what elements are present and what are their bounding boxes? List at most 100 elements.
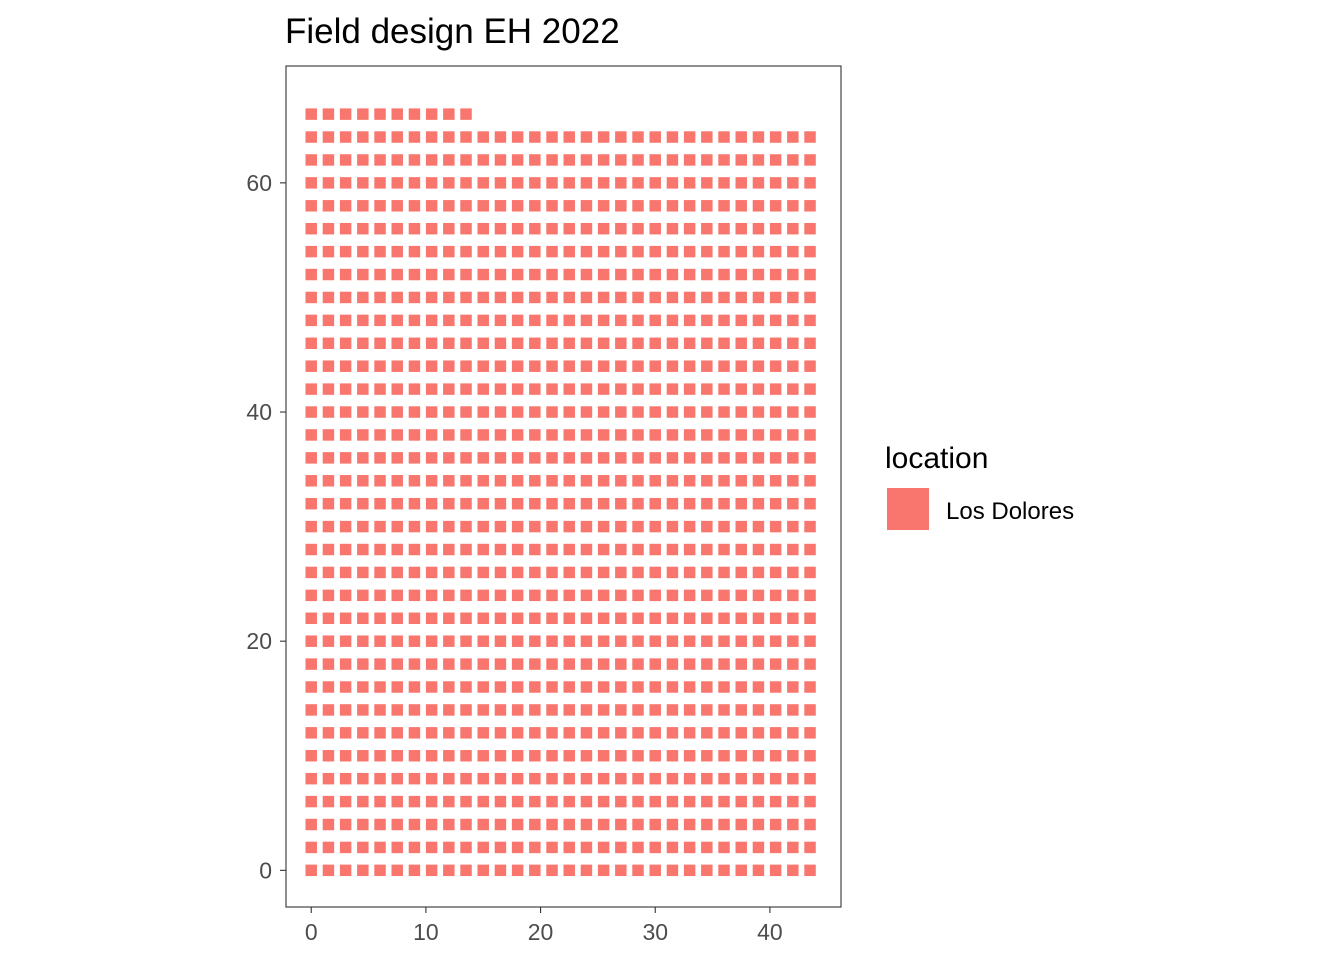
plot-cell (787, 612, 799, 624)
plot-cell (443, 200, 455, 212)
plot-cell (649, 795, 661, 808)
plot-cell (477, 360, 489, 372)
plot-cell (546, 222, 558, 235)
plot-cell (787, 818, 799, 831)
plot-cell (494, 635, 507, 647)
plot-cell (443, 704, 455, 716)
plot-cell (425, 108, 438, 120)
plot-cell (563, 772, 575, 785)
plot-cell (391, 635, 403, 647)
plot-cell (718, 589, 730, 602)
plot-cell (357, 795, 369, 808)
plot-cell (494, 704, 507, 716)
plot-cell (563, 727, 575, 739)
plot-cell (580, 383, 593, 395)
plot-cell (477, 177, 489, 189)
plot-cell (425, 154, 438, 166)
plot-cell (460, 589, 472, 602)
plot-cell (787, 704, 799, 716)
plot-cell (752, 681, 765, 693)
plot-cell (563, 360, 575, 372)
plot-cell (683, 864, 696, 877)
plot-cell (529, 566, 541, 579)
plot-cell (666, 131, 679, 143)
plot-cell (632, 750, 644, 762)
plot-cell (615, 452, 627, 464)
plot-cell (701, 795, 713, 808)
plot-cell (494, 429, 507, 441)
plot-cell (339, 406, 352, 418)
plot-cell (752, 589, 765, 602)
plot-cell (322, 200, 335, 212)
plot-cell (374, 245, 386, 258)
plot-cell (563, 566, 575, 579)
plot-cell (374, 497, 386, 510)
plot-cell (339, 452, 352, 464)
plot-cell (632, 566, 644, 579)
plot-cell (374, 360, 386, 372)
plot-cell (357, 383, 369, 395)
legend-title: location (885, 442, 988, 475)
plot-cell (511, 658, 524, 670)
plot-cell (339, 177, 352, 189)
plot-cell (735, 452, 747, 464)
plot-cell (477, 704, 489, 716)
plot-cell (580, 589, 593, 602)
plot-cell (460, 268, 472, 281)
plot-cell (374, 314, 386, 327)
plot-cell (391, 406, 403, 418)
plot-cell (425, 795, 438, 808)
plot-cell (425, 635, 438, 647)
plot-cell (597, 154, 610, 166)
plot-cell (752, 268, 765, 281)
plot-cell (787, 154, 799, 166)
plot-cell (649, 543, 661, 556)
plot-cell (305, 635, 317, 647)
plot-cell (718, 864, 730, 877)
plot-cell (804, 360, 816, 372)
plot-cell (701, 818, 713, 831)
plot-cell (787, 406, 799, 418)
plot-cell (374, 566, 386, 579)
plot-cell (494, 452, 507, 464)
plot-cell (632, 452, 644, 464)
plot-cell (718, 520, 730, 533)
plot-cell (511, 589, 524, 602)
plot-cell (649, 520, 661, 533)
plot-cell (615, 772, 627, 785)
plot-cell (701, 337, 713, 350)
plot-cell (615, 704, 627, 716)
plot-cell (357, 543, 369, 556)
plot-cell (804, 268, 816, 281)
plot-cell (391, 658, 403, 670)
plot-cell (529, 154, 541, 166)
plot-cell (443, 245, 455, 258)
plot-cell (563, 841, 575, 854)
plot-cell (597, 772, 610, 785)
plot-cell (494, 795, 507, 808)
plot-cell (443, 795, 455, 808)
plot-cell (425, 772, 438, 785)
plot-cell (769, 383, 782, 395)
plot-cell (391, 360, 403, 372)
plot-cell (443, 543, 455, 556)
plot-cell (408, 566, 421, 579)
plot-cell (718, 841, 730, 854)
plot-cell (460, 429, 472, 441)
plot-cell (374, 268, 386, 281)
plot-cell (391, 497, 403, 510)
plot-cell (615, 864, 627, 877)
plot-cell (425, 818, 438, 831)
plot-cell (339, 475, 352, 487)
plot-cell (666, 520, 679, 533)
plot-cell (787, 314, 799, 327)
plot-cell (546, 841, 558, 854)
plot-cell (357, 452, 369, 464)
plot-cell (580, 360, 593, 372)
plot-cell (769, 750, 782, 762)
plot-cell (511, 497, 524, 510)
plot-cell (769, 337, 782, 350)
plot-cell (563, 291, 575, 304)
plot-cell (769, 566, 782, 579)
plot-cell (666, 658, 679, 670)
